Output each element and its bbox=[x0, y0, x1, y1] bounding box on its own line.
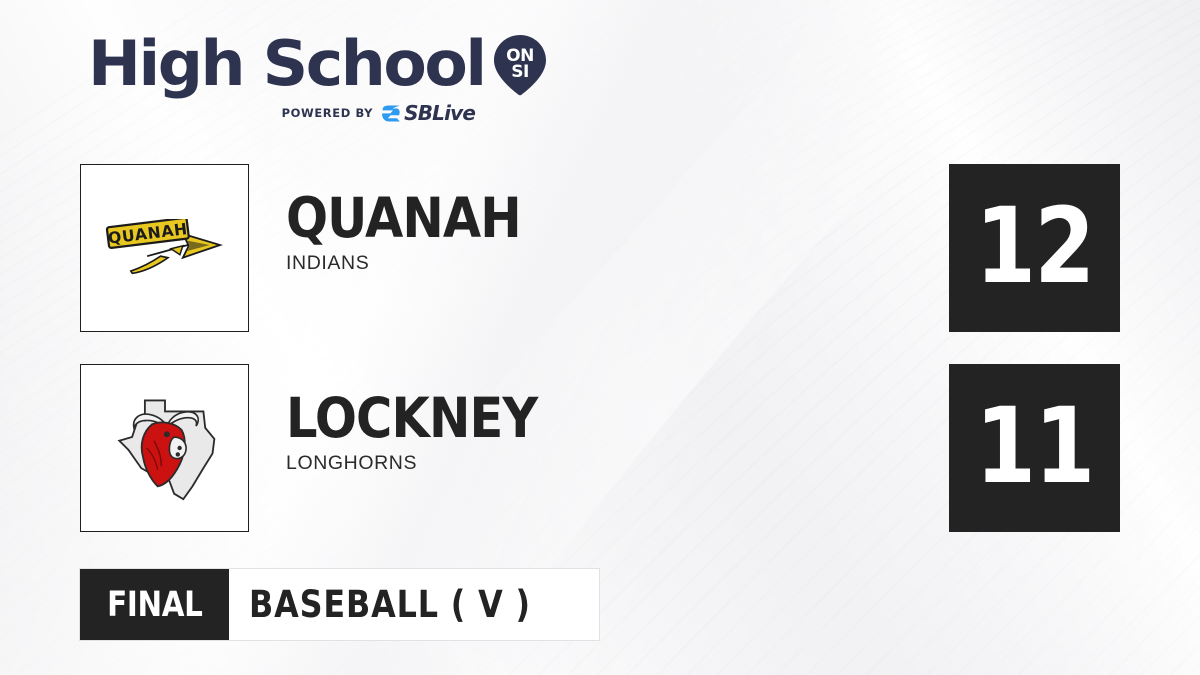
game-status-bar: FINAL BASEBALL ( V ) bbox=[79, 568, 600, 641]
game-state-badge: FINAL bbox=[80, 569, 229, 640]
team-mascot: INDIANS bbox=[286, 252, 370, 275]
game-state-label: FINAL bbox=[106, 584, 203, 625]
quanah-arrow-logo-icon: QUANAH bbox=[105, 219, 223, 275]
sblive-lockup: SBLive bbox=[381, 101, 476, 125]
lockney-texas-longhorn-logo-icon bbox=[117, 399, 215, 501]
sport-label: BASEBALL ( V ) bbox=[249, 583, 531, 626]
brand-title-row: High School ON SI bbox=[88, 32, 551, 96]
team-score: 11 bbox=[975, 385, 1095, 507]
sblive-wordmark: SBLive bbox=[404, 101, 476, 125]
team-info: LOCKNEY LONGHORNS bbox=[286, 386, 926, 475]
powered-by-label: POWERED BY bbox=[281, 106, 374, 120]
team-score-box: 11 bbox=[949, 364, 1120, 532]
team-score: 12 bbox=[975, 185, 1095, 307]
pin-label-bottom: SI bbox=[511, 62, 529, 82]
brand-lockup: High School ON SI POWERED BY bbox=[88, 32, 551, 125]
on-si-pin-icon: ON SI bbox=[489, 34, 551, 96]
team-mascot: LONGHORNS bbox=[286, 452, 418, 475]
sport-label-panel: BASEBALL ( V ) bbox=[229, 569, 599, 640]
brand-title: High School bbox=[88, 26, 487, 100]
sblive-s-mark-icon bbox=[382, 105, 400, 121]
team-row: QUANAH QUANAH INDIANS 12 bbox=[80, 164, 1120, 332]
team-name: QUANAH bbox=[286, 186, 522, 250]
team-info: QUANAH INDIANS bbox=[286, 186, 926, 275]
team-row: LOCKNEY LONGHORNS 11 bbox=[80, 364, 1120, 532]
team-logo-quanah: QUANAH bbox=[80, 164, 249, 332]
team-name: LOCKNEY bbox=[286, 386, 538, 450]
team-logo-lockney bbox=[80, 364, 249, 532]
powered-by-row: POWERED BY SBLive bbox=[88, 101, 551, 125]
team-score-box: 12 bbox=[949, 164, 1120, 332]
